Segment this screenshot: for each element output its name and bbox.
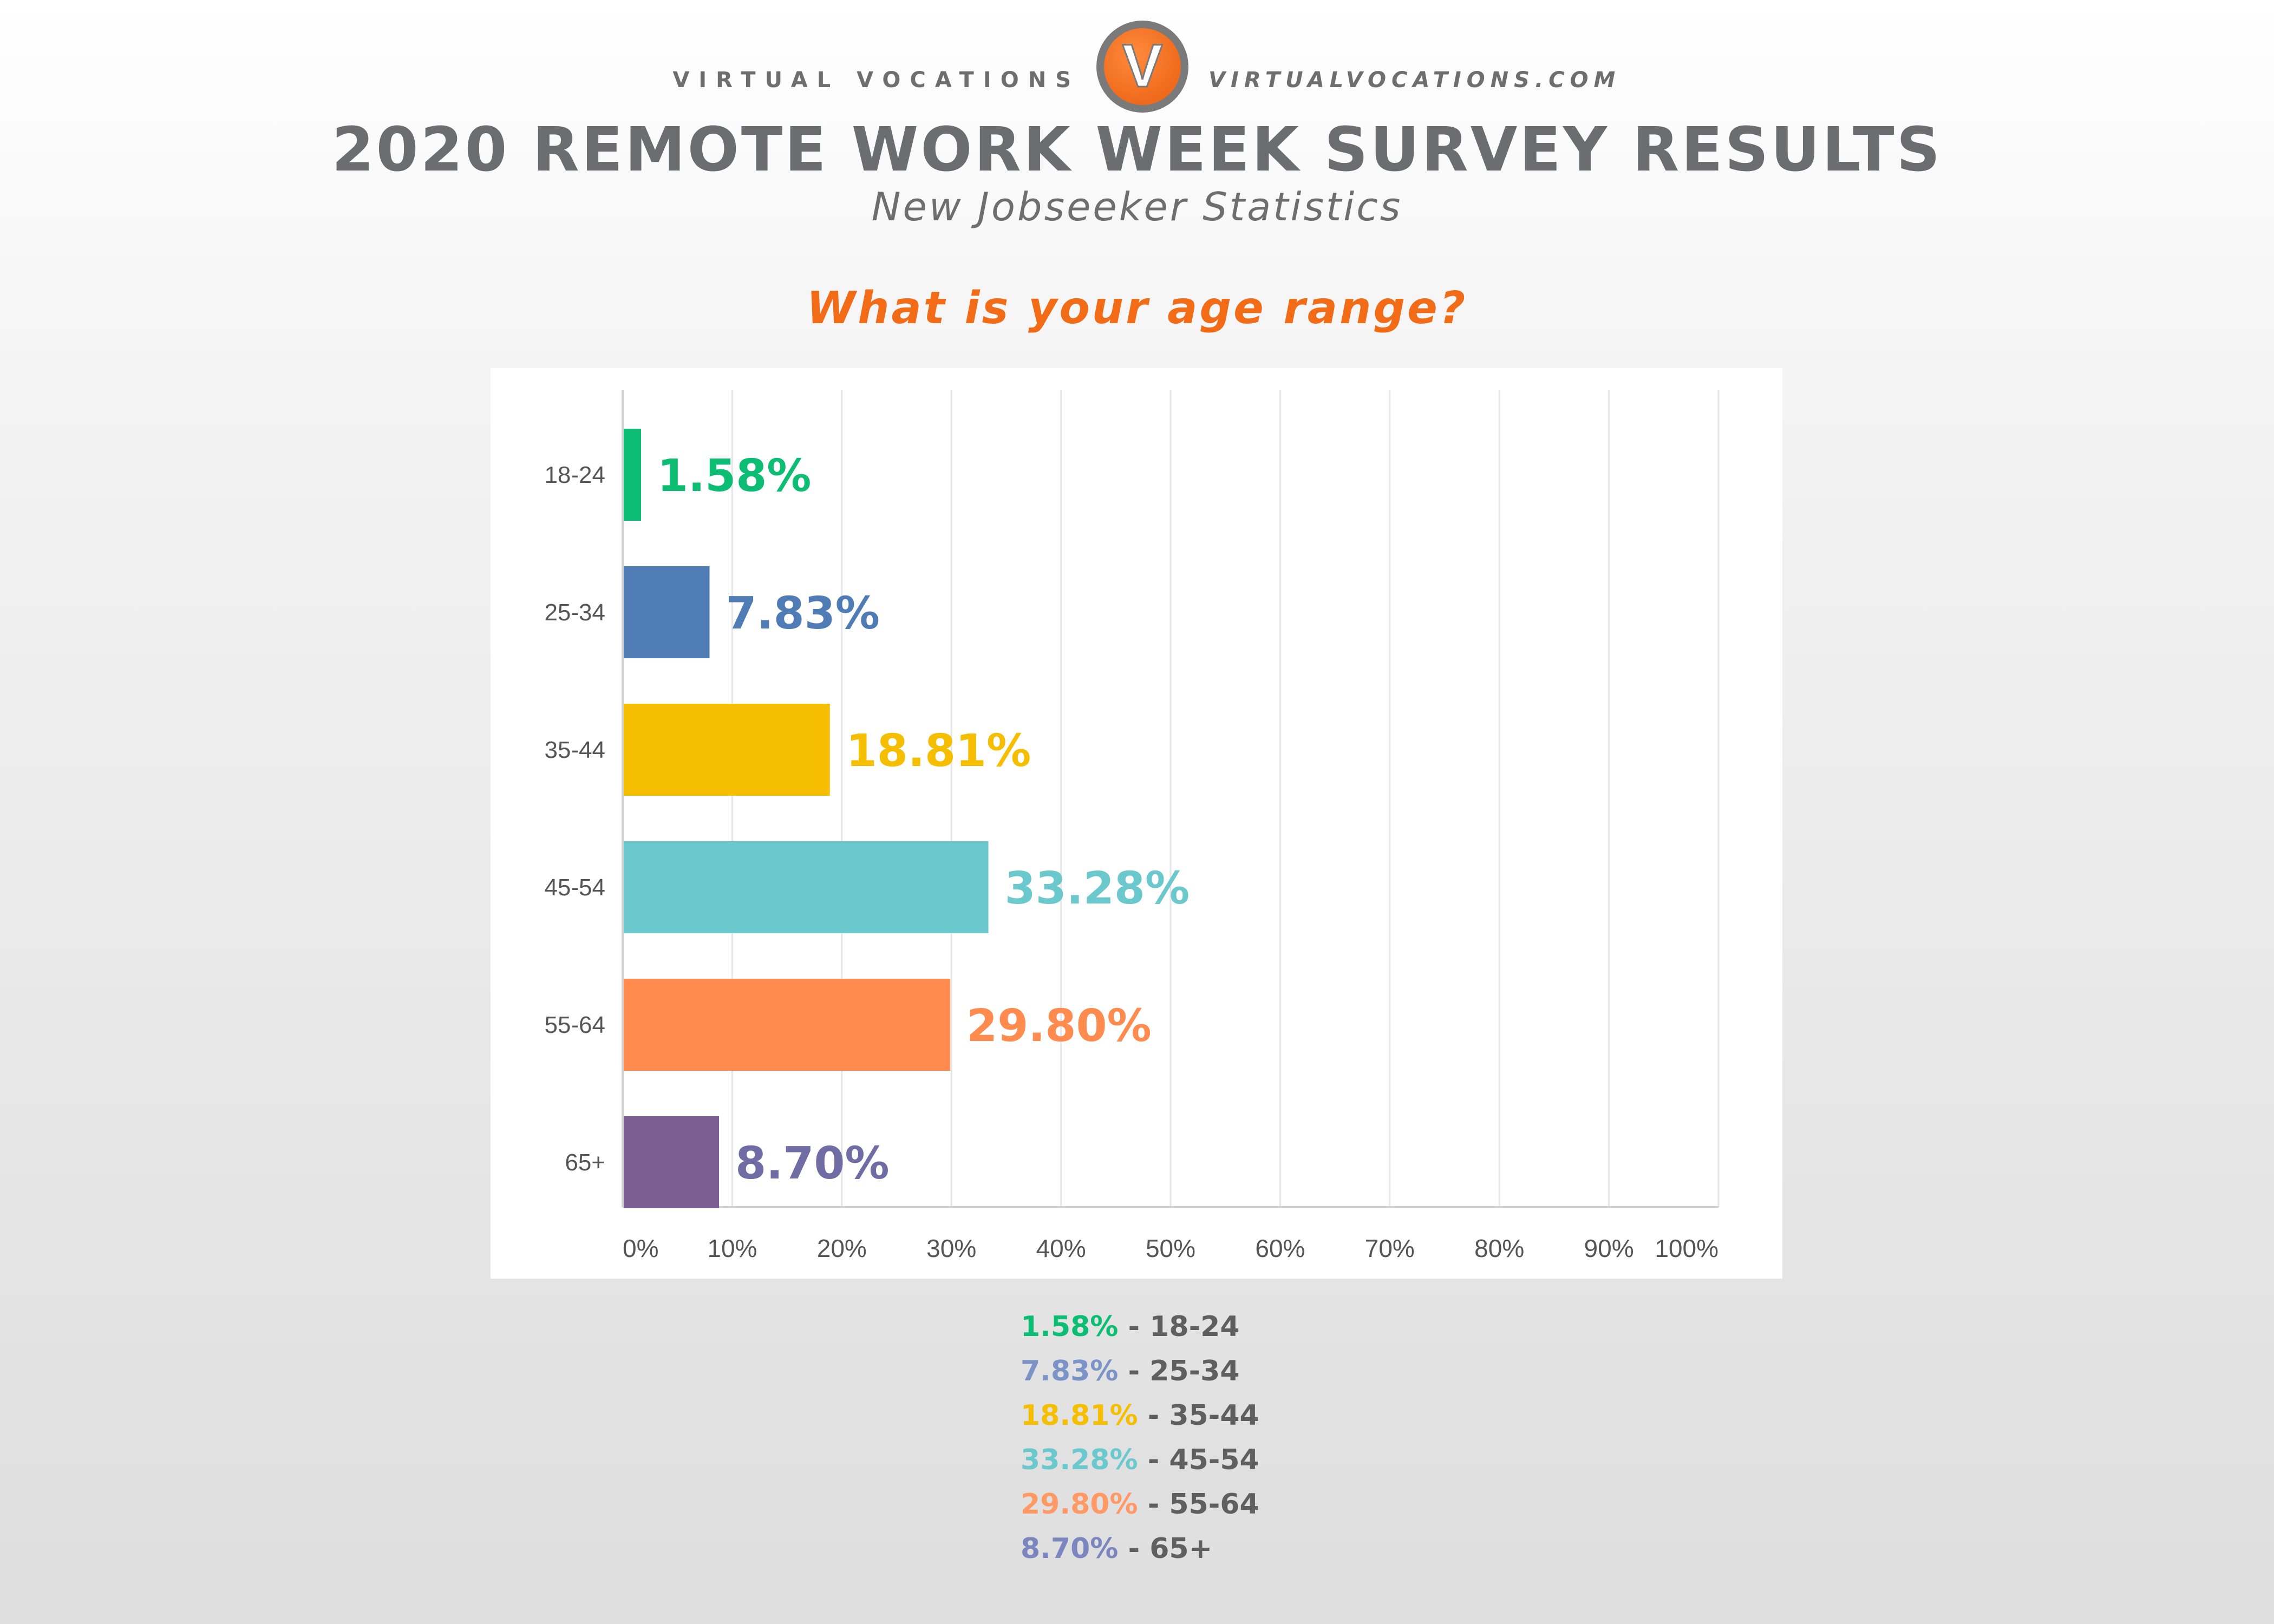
- bar-chart: 0% 10% 20% 30% 40% 50% 60% 70% 80% 90% 100% 18-24 1.…: [544, 390, 1720, 1262]
- legend-item: 7.83% - 25-34: [1021, 1349, 1259, 1393]
- legend-item: 18.81% - 35-44: [1021, 1393, 1259, 1438]
- legend-item: 29.80% - 55-64: [1021, 1482, 1259, 1527]
- legend-item: 33.28% - 45-54: [1021, 1438, 1259, 1482]
- legend-label: 55-64: [1169, 1488, 1259, 1521]
- brand-name: VIRTUAL VOCATIONS: [672, 68, 1080, 93]
- bar: [624, 841, 989, 933]
- bar-value-label: 1.58%: [657, 450, 811, 502]
- legend-value: 1.58%: [1021, 1311, 1119, 1343]
- bar: [624, 704, 830, 796]
- legend-value: 29.80%: [1021, 1488, 1138, 1521]
- legend-label: 35-44: [1169, 1399, 1259, 1432]
- bar: [624, 1116, 720, 1208]
- bar: [624, 429, 641, 521]
- y-tick-label: 65+: [565, 1149, 605, 1176]
- legend-label: 25-34: [1149, 1355, 1240, 1387]
- legend-separator: -: [1138, 1399, 1169, 1432]
- page-title: 2020 REMOTE WORK WEEK SURVEY RESULTS: [331, 115, 1943, 185]
- legend-separator: -: [1138, 1488, 1169, 1521]
- legend: 1.58% - 18-24 7.83% - 25-34 18.81% - 35-44…: [1021, 1305, 1259, 1571]
- legend-value: 18.81%: [1021, 1399, 1138, 1432]
- x-tick-label: 100%: [1655, 1234, 1718, 1262]
- x-tick-label: 0%: [623, 1234, 658, 1262]
- legend-item: 1.58% - 18-24: [1021, 1305, 1259, 1349]
- brand-url: VIRTUALVOCATIONS.COM: [1208, 68, 1621, 93]
- bar-value-label: 29.80%: [966, 1000, 1152, 1052]
- x-tick-label: 50%: [1146, 1234, 1195, 1262]
- bar: [624, 566, 710, 658]
- bars: [624, 429, 989, 1208]
- x-tick-label: 60%: [1255, 1234, 1305, 1262]
- legend-label: 45-54: [1169, 1444, 1259, 1476]
- bar-value-label: 33.28%: [1005, 863, 1190, 914]
- x-tick-label: 30%: [926, 1234, 976, 1262]
- y-tick-label: 25-34: [544, 599, 605, 626]
- chart-panel: 0% 10% 20% 30% 40% 50% 60% 70% 80% 90% 100% 18-24 1.…: [491, 368, 1782, 1279]
- x-tick-label: 90%: [1584, 1234, 1634, 1262]
- legend-separator: -: [1118, 1355, 1150, 1387]
- legend-separator: -: [1118, 1533, 1150, 1565]
- grid-lines: [731, 390, 1720, 1207]
- legend-label: 18-24: [1149, 1311, 1240, 1343]
- legend-value: 7.83%: [1021, 1355, 1119, 1387]
- x-tick-label: 70%: [1365, 1234, 1415, 1262]
- x-tick-label: 80%: [1474, 1234, 1524, 1262]
- x-tick-label: 40%: [1036, 1234, 1086, 1262]
- x-tick-label: 10%: [707, 1234, 757, 1262]
- logo: V: [1096, 21, 1188, 113]
- y-tick-label: 18-24: [544, 462, 605, 488]
- axes: [622, 390, 1718, 1208]
- y-tick-label: 45-54: [544, 874, 605, 901]
- legend-value: 33.28%: [1021, 1444, 1138, 1476]
- legend-value: 8.70%: [1021, 1533, 1119, 1565]
- labels: 0% 10% 20% 30% 40% 50% 60% 70% 80% 90% 100% 18-24 1.…: [544, 450, 1718, 1262]
- logo-v-icon: V: [1121, 31, 1164, 101]
- legend-item: 8.70% - 65+: [1021, 1527, 1259, 1571]
- page-subtitle: New Jobseeker Statistics: [871, 184, 1403, 230]
- bar: [624, 979, 951, 1071]
- logo-letter: V: [1122, 32, 1163, 100]
- bar-value-label: 8.70%: [735, 1138, 889, 1189]
- bar-value-label: 18.81%: [846, 725, 1031, 777]
- legend-separator: -: [1118, 1311, 1150, 1343]
- survey-question: What is your age range?: [806, 283, 1468, 334]
- legend-label: 65+: [1149, 1533, 1213, 1565]
- bar-value-label: 7.83%: [726, 588, 879, 639]
- x-tick-label: 20%: [817, 1234, 867, 1262]
- legend-separator: -: [1138, 1444, 1169, 1476]
- y-tick-label: 35-44: [544, 737, 605, 763]
- y-tick-label: 55-64: [544, 1012, 605, 1038]
